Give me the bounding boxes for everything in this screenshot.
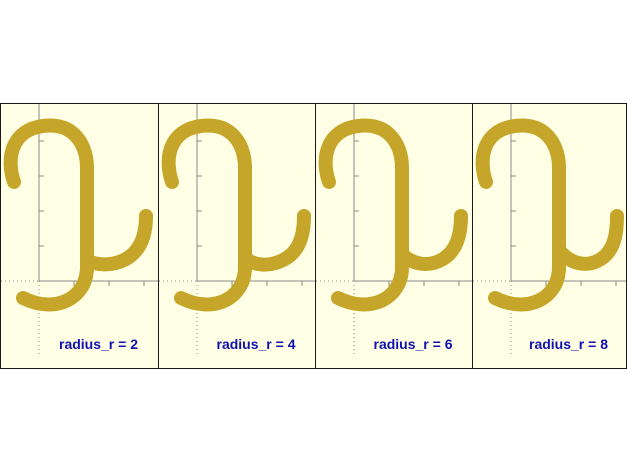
render-panel-2: radius_r = 4 xyxy=(158,104,315,368)
render-panel-3: radius_r = 6 xyxy=(315,104,472,368)
hook-shape xyxy=(161,118,311,312)
panel-label: radius_r = 4 xyxy=(216,336,296,352)
panel-label: radius_r = 2 xyxy=(59,336,138,352)
hook-render-4 xyxy=(473,104,626,354)
panel-label: radius_r = 6 xyxy=(373,336,453,352)
panel-label: radius_r = 8 xyxy=(529,336,608,352)
hook-shape xyxy=(3,118,153,312)
render-panel-4: radius_r = 8 xyxy=(472,104,626,368)
render-comparison-strip: radius_r = 2 radius_r = 4 xyxy=(0,103,627,369)
hook-shape xyxy=(475,118,624,312)
hook-render-1 xyxy=(1,104,158,354)
hook-shape xyxy=(318,118,468,312)
hook-render-2 xyxy=(159,104,315,354)
render-panel-1: radius_r = 2 xyxy=(1,104,158,368)
hook-render-3 xyxy=(316,104,472,354)
